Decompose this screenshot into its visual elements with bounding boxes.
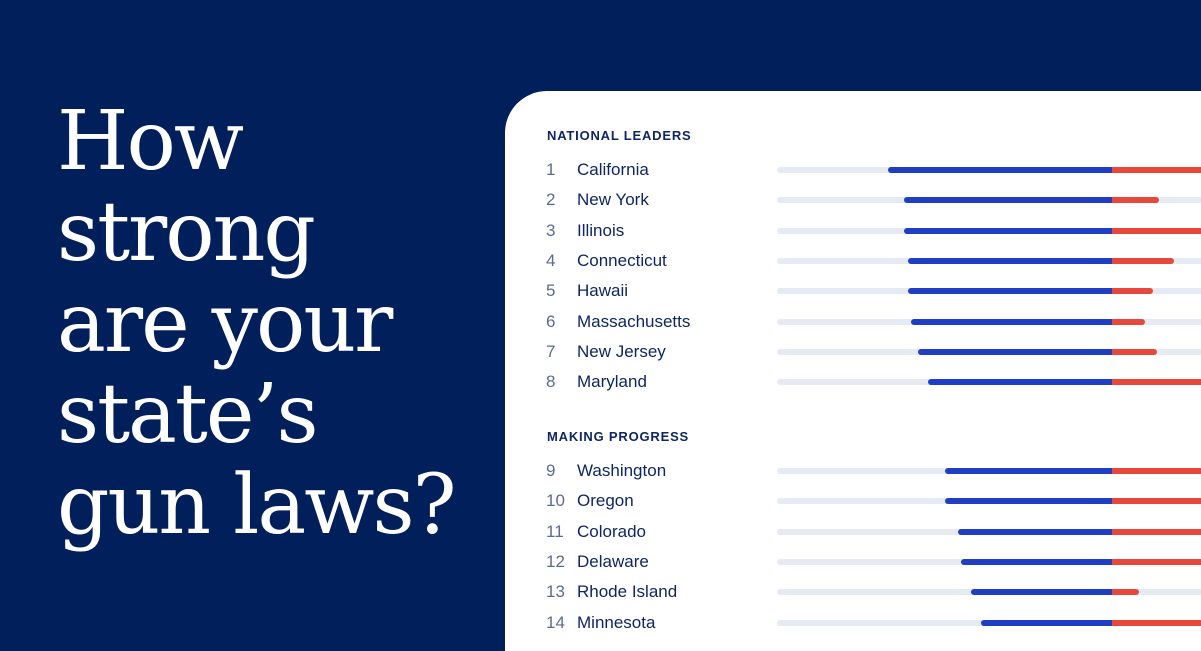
score-bar-red (1112, 528, 1201, 535)
score-bar-red (1112, 167, 1201, 173)
score-bar-red (1112, 318, 1145, 325)
state-row: 13 Rhode Island (505, 577, 1201, 607)
state-rank: 13 (546, 582, 565, 602)
state-rank: 7 (546, 341, 556, 361)
score-bar-blue (907, 257, 1112, 264)
headline: How strong are your state’s gun laws? (57, 96, 477, 551)
score-bar-red (1112, 348, 1158, 355)
state-row: 3 Illinois (505, 216, 1201, 246)
score-bar-blue (944, 498, 1112, 505)
state-rank: 11 (546, 521, 564, 541)
state-name: Washington (577, 461, 667, 480)
state-row: 9 Washington (505, 456, 1201, 486)
headline-line-1: How (57, 94, 244, 189)
state-rank: 5 (546, 281, 556, 301)
state-name: Rhode Island (577, 582, 678, 602)
score-bar-blue (911, 318, 1112, 325)
state-row: 6 Massachusetts (505, 307, 1201, 337)
state-name: Illinois (577, 220, 625, 240)
state-name: Maryland (577, 372, 647, 392)
score-bar-blue (904, 197, 1112, 204)
state-rank: 14 (546, 612, 565, 632)
score-bar-blue (904, 227, 1112, 234)
score-bar-blue (957, 528, 1112, 535)
state-row: 10 Oregon (505, 486, 1201, 516)
headline-line-4: state’s (57, 367, 319, 462)
score-bar-red (1112, 257, 1175, 264)
score-bar-red (1112, 589, 1140, 596)
state-row: 2 New York (505, 185, 1201, 215)
score-bar-blue (944, 468, 1112, 474)
headline-line-2: strong (57, 185, 316, 280)
state-row: 5 Hawaii (505, 276, 1201, 306)
score-bar-red (1112, 379, 1201, 386)
state-rank: 12 (546, 551, 565, 571)
state-row: 8 Maryland (505, 367, 1201, 397)
state-rank: 2 (546, 190, 556, 210)
score-bar-blue (971, 589, 1112, 596)
rankings-card: NATIONAL LEADERS MAKING PROGRESS 1 Califo… (505, 91, 1201, 651)
state-rank: 10 (546, 491, 565, 511)
state-row: 14 Minnesota (505, 608, 1201, 638)
state-name: Colorado (577, 521, 646, 541)
state-row: 11 Colorado (505, 517, 1201, 547)
score-bar-blue (981, 619, 1112, 626)
section-title-national-leaders: NATIONAL LEADERS (547, 128, 692, 143)
state-row: 1 California (505, 155, 1201, 185)
score-bar-blue (927, 379, 1112, 386)
state-name: Oregon (577, 491, 634, 511)
score-bar-red (1112, 197, 1160, 204)
score-bar-red (1112, 498, 1201, 505)
state-rank: 4 (546, 250, 556, 270)
score-bar-red (1112, 288, 1153, 295)
score-bar-red (1112, 619, 1201, 626)
score-bar-red (1112, 468, 1201, 474)
score-bar-red (1112, 227, 1201, 234)
state-name: New Jersey (577, 341, 666, 361)
section-title-making-progress: MAKING PROGRESS (547, 429, 690, 444)
score-bar-blue (887, 167, 1112, 173)
state-row: 12 Delaware (505, 547, 1201, 577)
state-name: Connecticut (577, 250, 667, 270)
state-rank: 9 (546, 461, 556, 480)
state-name: New York (577, 190, 649, 210)
score-bar-blue (917, 348, 1112, 355)
score-bar-red (1112, 558, 1201, 565)
headline-line-5: gun laws? (57, 458, 457, 553)
state-rank: 6 (546, 311, 556, 331)
state-name: Massachusetts (577, 311, 691, 331)
state-name: Minnesota (577, 612, 656, 632)
score-bar-blue (961, 558, 1112, 565)
state-rank: 1 (546, 160, 556, 179)
state-name: California (577, 160, 649, 179)
state-name: Delaware (577, 551, 649, 571)
state-rank: 8 (546, 372, 556, 392)
state-row: 4 Connecticut (505, 246, 1201, 276)
headline-line-3: are your (57, 276, 393, 371)
state-name: Hawaii (577, 281, 629, 301)
score-bar-blue (907, 288, 1112, 295)
state-row: 7 New Jersey (505, 337, 1201, 367)
state-rank: 3 (546, 220, 556, 240)
